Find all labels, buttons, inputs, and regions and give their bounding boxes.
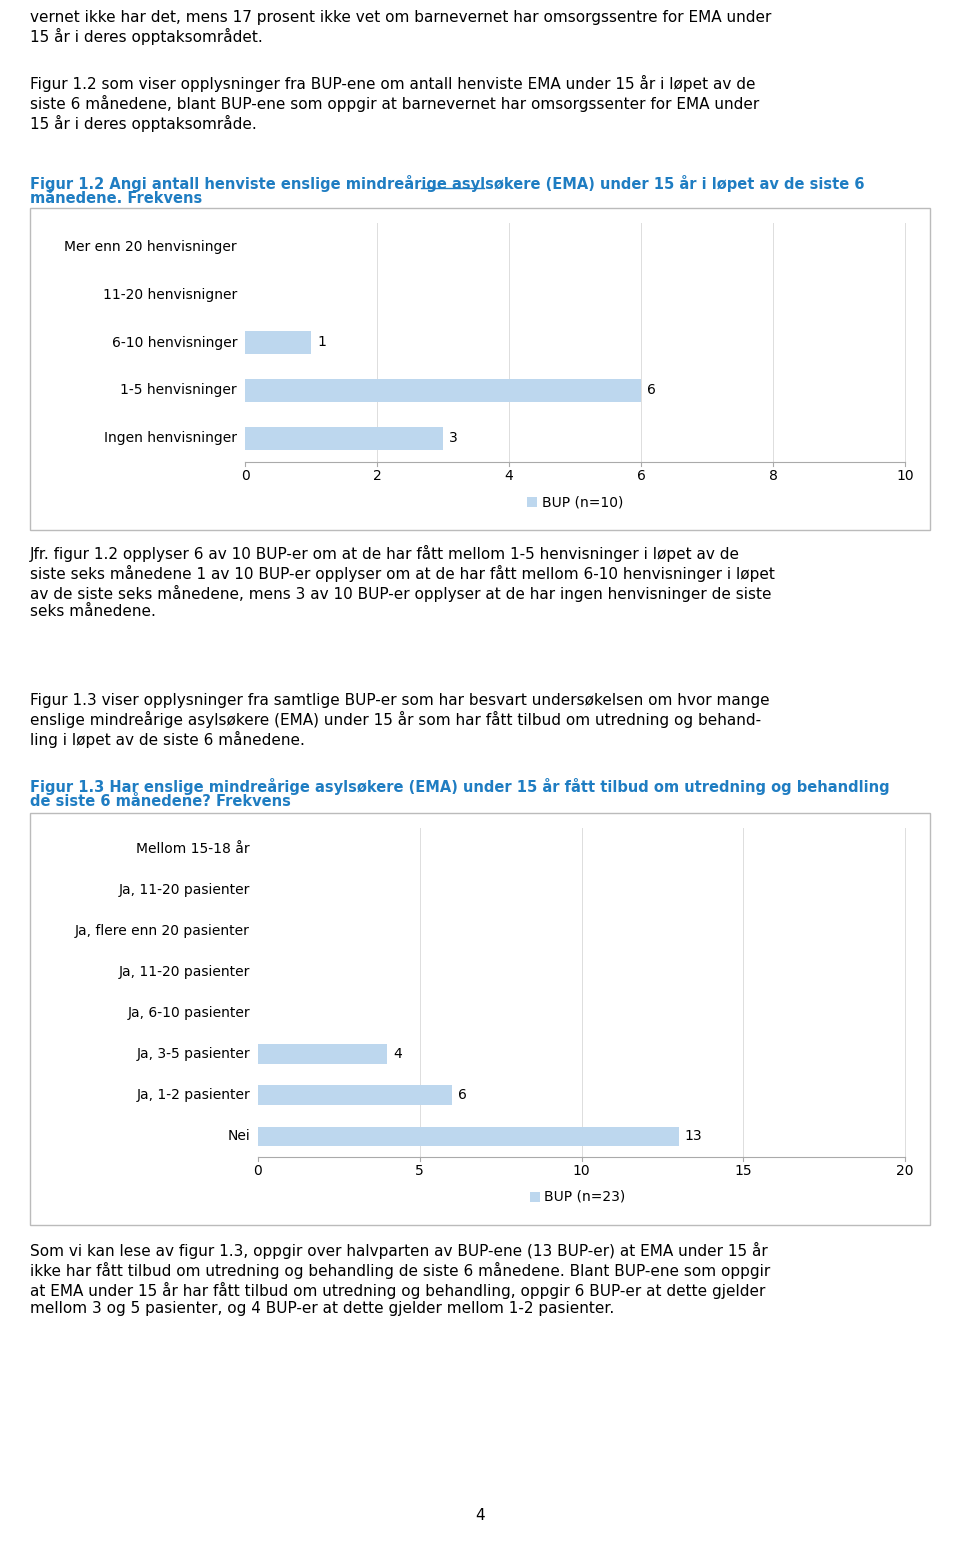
Text: månedene. Frekvens: månedene. Frekvens (30, 191, 203, 207)
Text: 10: 10 (897, 469, 914, 483)
Text: 2: 2 (372, 469, 381, 483)
Text: 1-5 henvisninger: 1-5 henvisninger (120, 383, 237, 397)
Text: Ja, 11-20 pasienter: Ja, 11-20 pasienter (119, 964, 250, 978)
Text: Ja, 3-5 pasienter: Ja, 3-5 pasienter (136, 1048, 250, 1062)
Text: BUP (n=23): BUP (n=23) (544, 1190, 626, 1204)
Text: Som vi kan lese av figur 1.3, oppgir over halvparten av BUP-ene (13 BUP-er) at E: Som vi kan lese av figur 1.3, oppgir ove… (30, 1242, 770, 1316)
Text: 6: 6 (647, 383, 656, 397)
Bar (245, 380, 641, 401)
Bar (258, 1126, 679, 1146)
Bar (258, 1085, 452, 1105)
Text: 5: 5 (416, 1163, 424, 1177)
Text: 6: 6 (636, 469, 645, 483)
Text: Nei: Nei (228, 1129, 250, 1143)
Text: 15: 15 (734, 1163, 752, 1177)
Text: Ja, 1-2 pasienter: Ja, 1-2 pasienter (136, 1088, 250, 1102)
Text: Ingen henvisninger: Ingen henvisninger (104, 430, 237, 444)
Text: Figur 1.3 Har enslige mindreårige asylsøkere (EMA) under 15 år fått tilbud om ut: Figur 1.3 Har enslige mindreårige asylsø… (30, 778, 890, 795)
Bar (30, 208, 930, 529)
Text: 6: 6 (458, 1088, 467, 1102)
Text: de siste 6 månedene? Frekvens: de siste 6 månedene? Frekvens (30, 795, 291, 809)
Text: 4: 4 (394, 1048, 402, 1062)
Bar (527, 497, 537, 508)
Text: 8: 8 (769, 469, 778, 483)
Text: 11-20 henvisnigner: 11-20 henvisnigner (103, 287, 237, 302)
Text: 1: 1 (317, 335, 325, 350)
Text: Mer enn 20 henvisninger: Mer enn 20 henvisninger (64, 239, 237, 255)
Text: 10: 10 (573, 1163, 590, 1177)
Text: 6-10 henvisninger: 6-10 henvisninger (111, 335, 237, 350)
Text: Figur 1.2 som viser opplysninger fra BUP-ene om antall henviste EMA under 15 år : Figur 1.2 som viser opplysninger fra BUP… (30, 76, 759, 131)
Text: 4: 4 (475, 1508, 485, 1523)
Text: 13: 13 (684, 1129, 702, 1143)
Bar (258, 1045, 388, 1065)
Text: Jfr. figur 1.2 opplyser 6 av 10 BUP-er om at de har fått mellom 1-5 henvisninger: Jfr. figur 1.2 opplyser 6 av 10 BUP-er o… (30, 545, 775, 619)
Text: Ja, 11-20 pasienter: Ja, 11-20 pasienter (119, 883, 250, 896)
Text: Ja, flere enn 20 pasienter: Ja, flere enn 20 pasienter (75, 924, 250, 938)
Text: 0: 0 (241, 469, 250, 483)
Text: vernet ikke har det, mens 17 prosent ikke vet om barnevernet har omsorgssentre f: vernet ikke har det, mens 17 prosent ikk… (30, 9, 772, 45)
Text: Ja, 6-10 pasienter: Ja, 6-10 pasienter (128, 1006, 250, 1020)
Text: Mellom 15-18 år: Mellom 15-18 år (136, 841, 250, 855)
Text: 20: 20 (897, 1163, 914, 1177)
Bar (530, 1193, 540, 1202)
Text: 3: 3 (449, 430, 458, 444)
Bar (245, 426, 443, 449)
Text: 4: 4 (505, 469, 514, 483)
Text: 0: 0 (253, 1163, 262, 1177)
Text: Figur 1.3 viser opplysninger fra samtlige BUP-er som har besvart undersøkelsen o: Figur 1.3 viser opplysninger fra samtlig… (30, 693, 770, 748)
Text: Figur 1.2 Angi antall henviste enslige mindreårige asylsøkere (EMA) under 15 år : Figur 1.2 Angi antall henviste enslige m… (30, 174, 865, 191)
Bar (30, 813, 930, 1225)
Text: BUP (n=10): BUP (n=10) (542, 495, 623, 509)
Bar (245, 332, 311, 353)
